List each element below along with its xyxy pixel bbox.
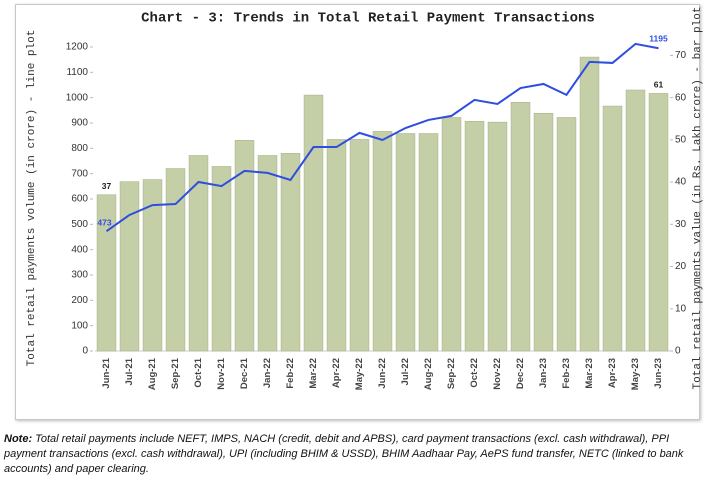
y-tick-label: 900 bbox=[71, 118, 88, 129]
y2-tick-label: 60 bbox=[675, 92, 687, 103]
bar bbox=[303, 94, 324, 352]
x-tick-label: Apr-22 bbox=[331, 358, 342, 388]
x-tick-label: Sep-22 bbox=[446, 358, 457, 389]
bar bbox=[142, 179, 163, 352]
y-tick-label: 500 bbox=[71, 219, 88, 230]
bar bbox=[464, 120, 485, 352]
bar bbox=[648, 93, 669, 352]
y2-tick-label: 20 bbox=[675, 261, 687, 272]
x-tick-label: Nov-22 bbox=[492, 358, 503, 390]
note-label: Note: bbox=[4, 433, 33, 445]
y-tick-label: 0 bbox=[82, 346, 88, 357]
bar-value-label: 37 bbox=[102, 181, 112, 191]
y2-axis-label: Total retail payments value (in Rs. Lakh… bbox=[692, 7, 704, 390]
x-tick-label: Jun-23 bbox=[653, 358, 664, 389]
line-value-label: 473 bbox=[97, 217, 111, 227]
x-tick-label: Dec-22 bbox=[515, 358, 526, 389]
note-text: Total retail payments include NEFT, IMPS… bbox=[4, 433, 684, 475]
x-tick-label: Aug-21 bbox=[147, 357, 158, 390]
x-tick-label: May-22 bbox=[354, 358, 365, 390]
bar bbox=[602, 105, 623, 352]
bar bbox=[579, 56, 600, 352]
y2-tick-label: 30 bbox=[675, 219, 687, 230]
y2-tick-label: 40 bbox=[675, 177, 687, 188]
chart: Chart - 3: Trends in Total Retail Paymen… bbox=[26, 7, 704, 391]
x-tick-label: Jul-21 bbox=[124, 357, 135, 385]
y-tick-label: 800 bbox=[71, 143, 88, 154]
x-tick-label: Dec-21 bbox=[239, 357, 250, 389]
y-tick-label: 100 bbox=[71, 320, 88, 331]
bar bbox=[372, 131, 393, 352]
bar bbox=[487, 121, 508, 352]
y-tick-label: 1100 bbox=[66, 67, 88, 78]
y2-tick-label: 70 bbox=[675, 50, 687, 61]
x-tick-label: Mar-22 bbox=[308, 358, 319, 389]
x-tick-label: Nov-21 bbox=[216, 357, 227, 389]
x-tick-label: Feb-22 bbox=[285, 358, 296, 389]
x-tick-label: Feb-23 bbox=[561, 358, 572, 389]
bar bbox=[326, 139, 347, 352]
chart-frame bbox=[15, 4, 700, 420]
bar bbox=[257, 155, 278, 352]
x-tick-label: Oct-22 bbox=[469, 358, 480, 388]
y-tick-label: 1000 bbox=[66, 92, 89, 103]
bar bbox=[349, 139, 370, 352]
y-tick-label: 400 bbox=[71, 244, 88, 255]
y-tick-label: 300 bbox=[71, 270, 88, 281]
y-tick-label: 600 bbox=[71, 194, 88, 205]
note: Note: Total retail payments include NEFT… bbox=[4, 432, 709, 477]
y-axis-label: Total retail payments volume (in crore) … bbox=[26, 30, 38, 367]
bar bbox=[441, 117, 462, 352]
bar bbox=[188, 155, 209, 352]
x-tick-label: Mar-23 bbox=[584, 358, 595, 389]
x-tick-label: Sep-21 bbox=[170, 357, 181, 389]
bar bbox=[533, 112, 554, 352]
bar bbox=[418, 133, 439, 352]
x-tick-label: Jun-22 bbox=[377, 358, 388, 389]
bar bbox=[556, 117, 577, 352]
bar bbox=[280, 153, 301, 352]
bar bbox=[119, 181, 140, 352]
chart-title: Chart - 3: Trends in Total Retail Paymen… bbox=[141, 11, 595, 27]
bar bbox=[96, 194, 117, 352]
line bbox=[105, 42, 659, 232]
y-tick-label: 1200 bbox=[66, 42, 89, 53]
y-tick-label: 200 bbox=[71, 295, 88, 306]
bar bbox=[234, 139, 255, 352]
x-tick-label: Jan-23 bbox=[538, 358, 549, 388]
x-tick-label: Jun-21 bbox=[101, 357, 112, 388]
x-tick-label: Jul-22 bbox=[400, 358, 411, 385]
bar bbox=[395, 133, 416, 352]
y2-tick-label: 50 bbox=[675, 135, 687, 146]
bar bbox=[165, 168, 186, 352]
bar bbox=[211, 166, 232, 352]
x-tick-label: Apr-23 bbox=[607, 358, 618, 388]
x-tick-label: Aug-22 bbox=[423, 358, 434, 390]
x-tick-label: May-23 bbox=[630, 358, 641, 390]
bar bbox=[625, 89, 646, 352]
y2-tick-label: 0 bbox=[675, 346, 681, 357]
y-tick-label: 700 bbox=[71, 168, 88, 179]
line-value-label: 1195 bbox=[649, 33, 668, 43]
x-tick-label: Jan-22 bbox=[262, 358, 273, 388]
x-tick-label: Oct-21 bbox=[193, 357, 204, 387]
bar bbox=[510, 101, 531, 352]
bar-value-label: 61 bbox=[654, 80, 664, 90]
y2-tick-label: 10 bbox=[675, 303, 687, 314]
